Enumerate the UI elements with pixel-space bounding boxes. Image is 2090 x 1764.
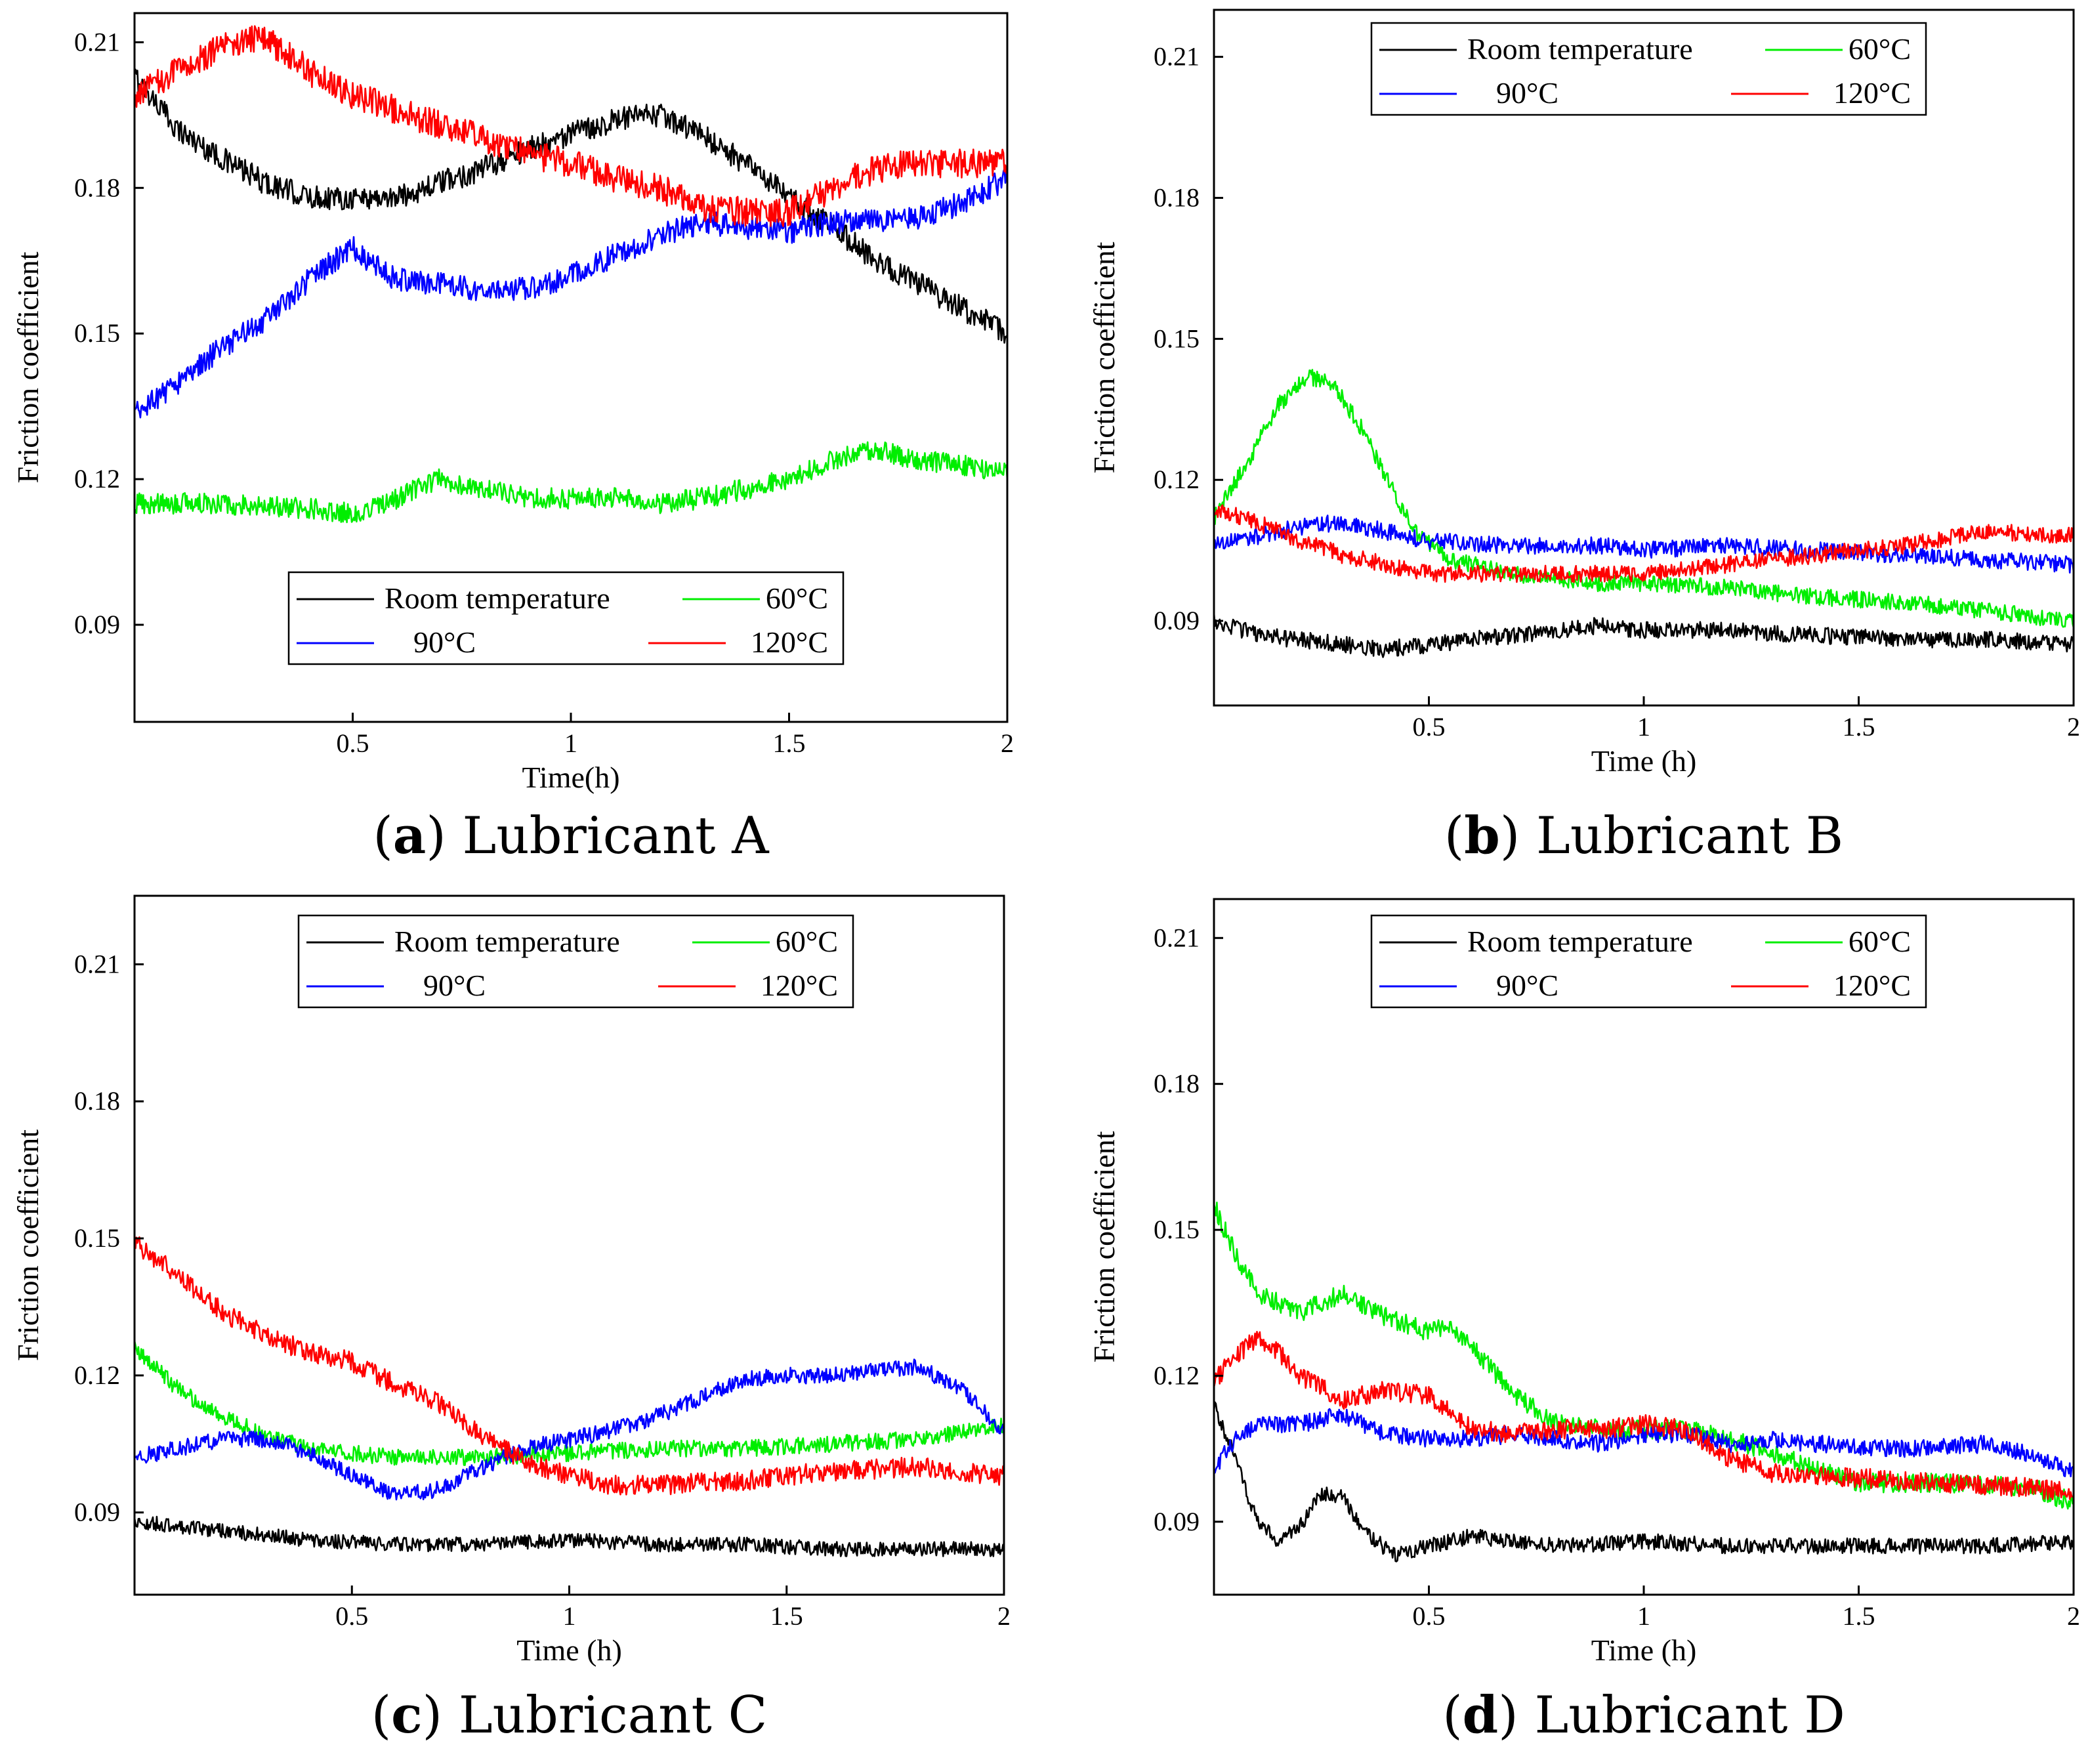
chart-svg-b: 0.5 1 1.5 2 0.09 0.12 0.15 0.18 0.21 Time (h) Fric… <box>1087 9 2080 866</box>
x-tick-label-c: 1 <box>563 1601 576 1631</box>
y-tick-label-d: 0.18 <box>1154 1069 1200 1099</box>
legend-label-b-3: 120°C <box>1833 76 1911 110</box>
series-line-d-2 <box>1213 1408 2074 1478</box>
y-tick-label-b: 0.21 <box>1154 42 1200 72</box>
x-tick-label-a: 1 <box>564 728 577 758</box>
x-tick-label-d: 1.5 <box>1843 1601 1875 1631</box>
series-line-d-3 <box>1213 1331 2074 1500</box>
y-tick-label-b: 0.09 <box>1154 606 1200 635</box>
y-tick-label-a: 0.18 <box>74 173 120 202</box>
x-tick-label-b: 2 <box>2067 712 2080 742</box>
series-line-a-2 <box>134 167 1009 419</box>
caption-a: (a) Lubricant A <box>373 806 770 866</box>
legend-label-d-2: 90°C <box>1496 969 1558 1002</box>
y-tick-label-d: 0.15 <box>1154 1215 1200 1244</box>
x-tick-label-a: 0.5 <box>337 728 369 758</box>
x-tick-label-a: 1.5 <box>773 728 806 758</box>
series-line-b-2 <box>1213 514 2075 574</box>
legend-label-c-3: 120°C <box>761 969 838 1002</box>
x-tick-label-b: 1.5 <box>1843 712 1875 742</box>
chart-panel-a: 0.5 1 1.5 2 0.09 0.12 0.15 0.18 0.21 Time(h) Frict… <box>0 0 1014 886</box>
x-tick-label-d: 0.5 <box>1413 1601 1446 1631</box>
chart-svg-a: 0.5 1 1.5 2 0.09 0.12 0.15 0.18 0.21 Time(h) Frict… <box>11 12 1014 866</box>
x-tick-label-a: 2 <box>1001 728 1014 758</box>
series-line-c-3 <box>133 1233 1005 1496</box>
x-axis-title-a: Time(h) <box>522 761 619 794</box>
legend-label-b-0: Room temperature <box>1467 32 1693 66</box>
legend-box-b <box>1370 22 1927 116</box>
series-line-d-1 <box>1213 1202 2075 1510</box>
y-tick-label-a: 0.12 <box>74 464 120 494</box>
legend-label-a-0: Room temperature <box>385 581 610 615</box>
x-tick-label-c: 1.5 <box>770 1601 803 1631</box>
y-tick-label-c: 0.12 <box>74 1360 120 1390</box>
x-tick-label-c: 2 <box>997 1601 1011 1631</box>
y-tick-label-a: 0.09 <box>74 610 120 639</box>
legend-a: Room temperature 60°C 90°C 120°C <box>287 571 845 665</box>
y-tick-label-d: 0.21 <box>1154 923 1200 952</box>
legend-label-a-1: 60°C <box>766 581 828 615</box>
chart-svg-c: 0.5 1 1.5 2 0.09 0.12 0.15 0.18 0.21 Time (h) Fric… <box>11 894 1011 1745</box>
legend-label-b-1: 60°C <box>1849 32 1911 66</box>
caption-b: (b) Lubricant B <box>1444 806 1843 866</box>
y-axis-title-d: Friction coefficient <box>1087 1131 1121 1362</box>
x-tick-label-c: 0.5 <box>335 1601 368 1631</box>
legend-label-a-2: 90°C <box>413 625 476 659</box>
x-axis-title-d: Time (h) <box>1591 1633 1697 1667</box>
legend-c: Room temperature 60°C 90°C 120°C <box>297 914 854 1009</box>
legend-b: Room temperature 60°C 90°C 120°C <box>1370 22 1927 116</box>
chart-panel-b: 0.5 1 1.5 2 0.09 0.12 0.15 0.18 0.21 Time (h) Fric… <box>1076 0 2090 886</box>
legend-d: Room temperature 60°C 90°C 120°C <box>1370 914 1927 1009</box>
legend-label-d-1: 60°C <box>1849 925 1911 958</box>
series-line-b-1 <box>1213 369 2075 628</box>
chart-svg-d: 0.5 1 1.5 2 0.09 0.12 0.15 0.18 0.21 Time (h) Fric… <box>1087 898 2080 1745</box>
y-axis-title-b: Friction coefficient <box>1087 242 1121 473</box>
y-tick-label-c: 0.09 <box>74 1498 120 1527</box>
legend-label-c-0: Room temperature <box>394 925 620 958</box>
y-tick-label-a: 0.21 <box>74 27 120 56</box>
legend-label-a-3: 120°C <box>751 625 828 659</box>
caption-d: (d) Lubricant D <box>1442 1685 1845 1745</box>
chart-panel-c: 0.5 1 1.5 2 0.09 0.12 0.15 0.18 0.21 Time (h) Fric… <box>0 886 1014 1764</box>
y-tick-label-c: 0.15 <box>74 1223 120 1253</box>
y-tick-label-d: 0.09 <box>1154 1507 1200 1536</box>
y-tick-label-c: 0.21 <box>74 949 120 978</box>
x-axis-title-b: Time (h) <box>1591 744 1697 778</box>
y-axis-title-c: Friction coefficient <box>11 1129 45 1361</box>
legend-label-d-0: Room temperature <box>1467 925 1693 958</box>
y-tick-label-b: 0.18 <box>1154 182 1200 212</box>
y-tick-label-c: 0.18 <box>74 1086 120 1116</box>
caption-c: (c) Lubricant C <box>371 1685 768 1745</box>
x-tick-label-b: 1 <box>1637 712 1650 742</box>
legend-label-b-2: 90°C <box>1496 76 1558 110</box>
legend-box-d <box>1370 914 1927 1009</box>
x-axis-title-c: Time (h) <box>516 1633 622 1667</box>
legend-box-a <box>287 571 845 665</box>
legend-label-c-2: 90°C <box>423 969 486 1002</box>
x-tick-label-d: 1 <box>1637 1601 1650 1631</box>
series-line-c-0 <box>133 1515 1005 1557</box>
series-line-b-3 <box>1213 504 2075 583</box>
y-tick-label-b: 0.15 <box>1154 324 1200 353</box>
legend-box-c <box>297 914 854 1009</box>
y-axis-title-a: Friction coefficient <box>11 251 45 483</box>
series-line-a-3 <box>133 25 1009 227</box>
y-tick-label-d: 0.12 <box>1154 1360 1200 1390</box>
legend-label-c-1: 60°C <box>776 925 838 958</box>
y-tick-label-b: 0.12 <box>1154 465 1200 494</box>
series-line-a-1 <box>134 441 1009 524</box>
series-line-d-0 <box>1213 1401 2074 1563</box>
series-line-c-2 <box>134 1358 1005 1501</box>
x-tick-label-d: 2 <box>2067 1601 2080 1631</box>
x-tick-label-b: 0.5 <box>1413 712 1446 742</box>
series-line-b-0 <box>1213 612 2075 658</box>
y-tick-label-a: 0.15 <box>74 318 120 348</box>
legend-label-d-3: 120°C <box>1833 969 1911 1002</box>
chart-panel-d: 0.5 1 1.5 2 0.09 0.12 0.15 0.18 0.21 Time (h) Fric… <box>1076 886 2090 1764</box>
series-line-a-0 <box>134 68 1009 344</box>
